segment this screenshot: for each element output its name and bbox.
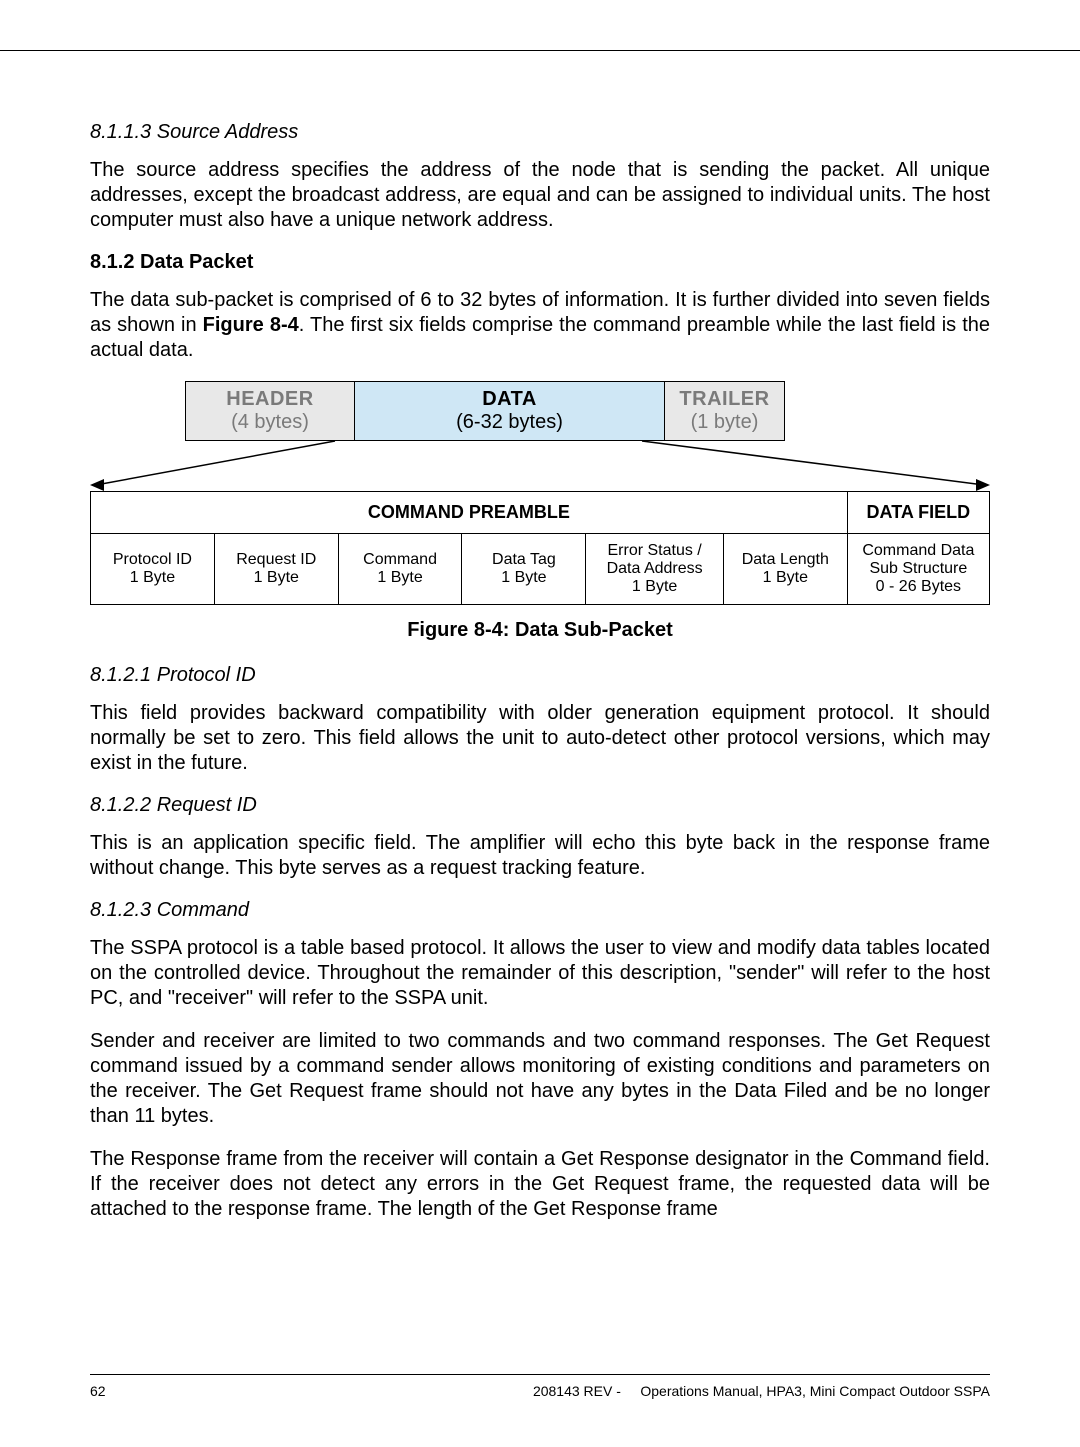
packet-data-cell: DATA (6-32 bytes) bbox=[355, 381, 665, 441]
heading-num: 8.1.2.2 bbox=[90, 794, 151, 816]
cell-line: Command Data bbox=[852, 542, 985, 560]
heading-num: 8.1.2 bbox=[90, 251, 134, 273]
cell-line: Sub Structure bbox=[852, 560, 985, 578]
page-footer: 62 208143 REV - Operations Manual, HPA3,… bbox=[90, 1374, 990, 1399]
subpacket-table: COMMAND PREAMBLE DATA FIELD Protocol ID … bbox=[90, 491, 990, 605]
packet-header-sub: (4 bytes) bbox=[186, 411, 354, 434]
para-command-2: Sender and receiver are limited to two c… bbox=[90, 1029, 990, 1129]
cell-line: Error Status / bbox=[590, 542, 719, 560]
packet-trailer-cell: TRAILER (1 byte) bbox=[665, 381, 785, 441]
para-command-3: The Response frame from the receiver wil… bbox=[90, 1147, 990, 1222]
cell-line: Request ID bbox=[219, 551, 334, 569]
heading-title: Request ID bbox=[157, 794, 257, 816]
packet-header-title: HEADER bbox=[186, 388, 354, 411]
packet-trailer-title: TRAILER bbox=[665, 388, 784, 411]
heading-num: 8.1.1.3 bbox=[90, 121, 151, 143]
cell-line: 1 Byte bbox=[343, 569, 458, 587]
expand-lines-icon bbox=[90, 441, 990, 491]
preamble-header: COMMAND PREAMBLE bbox=[91, 492, 848, 534]
table-row: COMMAND PREAMBLE DATA FIELD bbox=[91, 492, 990, 534]
cell-request-id: Request ID 1 Byte bbox=[214, 534, 338, 605]
cell-data-tag: Data Tag 1 Byte bbox=[462, 534, 586, 605]
figure-data-subpacket: HEADER (4 bytes) DATA (6-32 bytes) TRAIL… bbox=[90, 381, 990, 642]
packet-row: HEADER (4 bytes) DATA (6-32 bytes) TRAIL… bbox=[160, 381, 810, 441]
packet-header-cell: HEADER (4 bytes) bbox=[185, 381, 355, 441]
cell-protocol-id: Protocol ID 1 Byte bbox=[91, 534, 215, 605]
cell-line: 1 Byte bbox=[590, 578, 719, 596]
packet-data-sub: (6-32 bytes) bbox=[355, 411, 664, 434]
para-request-id: This is an application specific field. T… bbox=[90, 831, 990, 881]
heading-data-packet: 8.1.2 Data Packet bbox=[90, 251, 990, 274]
page-body: 8.1.1.3 Source Address The source addres… bbox=[0, 50, 1080, 1262]
cell-line: Data Address bbox=[590, 560, 719, 578]
heading-source-address: 8.1.1.3 Source Address bbox=[90, 121, 990, 144]
cell-error-status: Error Status / Data Address 1 Byte bbox=[586, 534, 724, 605]
cell-line: 1 Byte bbox=[219, 569, 334, 587]
cell-line: Protocol ID bbox=[95, 551, 210, 569]
heading-num: 8.1.2.3 bbox=[90, 899, 151, 921]
heading-title: Source Address bbox=[157, 121, 299, 143]
cell-line: Command bbox=[343, 551, 458, 569]
figure-ref: Figure 8-4 bbox=[203, 314, 299, 336]
cell-command-data: Command Data Sub Structure 0 - 26 Bytes bbox=[847, 534, 989, 605]
heading-num: 8.1.2.1 bbox=[90, 664, 151, 686]
datafield-header: DATA FIELD bbox=[847, 492, 989, 534]
para-data-packet: The data sub-packet is comprised of 6 to… bbox=[90, 288, 990, 363]
cell-line: 1 Byte bbox=[728, 569, 843, 587]
packet-trailer-sub: (1 byte) bbox=[665, 411, 784, 434]
para-command-1: The SSPA protocol is a table based proto… bbox=[90, 936, 990, 1011]
cell-line: 1 Byte bbox=[95, 569, 210, 587]
cell-command: Command 1 Byte bbox=[338, 534, 462, 605]
cell-line: Data Tag bbox=[466, 551, 581, 569]
heading-title: Command bbox=[157, 899, 249, 921]
heading-request-id: 8.1.2.2 Request ID bbox=[90, 794, 990, 817]
table-row: Protocol ID 1 Byte Request ID 1 Byte Com… bbox=[91, 534, 990, 605]
heading-title: Data Packet bbox=[140, 251, 253, 273]
figure-caption: Figure 8-4: Data Sub-Packet bbox=[90, 619, 990, 642]
cell-line: 1 Byte bbox=[466, 569, 581, 587]
heading-protocol-id: 8.1.2.1 Protocol ID bbox=[90, 664, 990, 687]
packet-data-title: DATA bbox=[355, 388, 664, 411]
cell-data-length: Data Length 1 Byte bbox=[723, 534, 847, 605]
heading-command: 8.1.2.3 Command bbox=[90, 899, 990, 922]
cell-line: Data Length bbox=[728, 551, 843, 569]
heading-title: Protocol ID bbox=[157, 664, 256, 686]
para-protocol-id: This field provides backward compatibili… bbox=[90, 701, 990, 776]
para-source-address: The source address specifies the address… bbox=[90, 158, 990, 233]
cell-line: 0 - 26 Bytes bbox=[852, 578, 985, 596]
content: 8.1.1.3 Source Address The source addres… bbox=[90, 101, 990, 1222]
